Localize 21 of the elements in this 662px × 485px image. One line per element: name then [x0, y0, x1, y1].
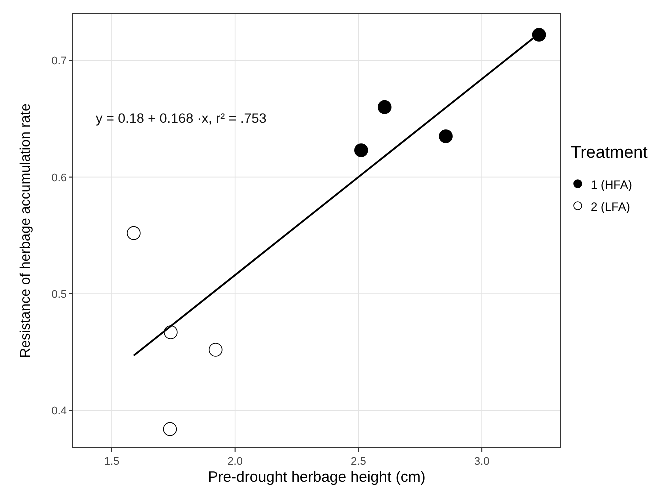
- point: [163, 422, 178, 436]
- y-tick-label: 0.7: [52, 56, 67, 68]
- x-tick-label: 3.0: [474, 456, 490, 468]
- x-tick-label: 2.0: [228, 456, 243, 468]
- x-tick-label: 2.5: [351, 456, 366, 468]
- y-axis-title: Resistance of herbage accumulation rate: [17, 104, 33, 358]
- y-tick-label: 0.4: [52, 406, 67, 418]
- legend-label: 1 (HFA): [591, 178, 632, 192]
- point: [439, 130, 453, 144]
- point: [208, 343, 223, 357]
- y-tick-label: 0.5: [52, 289, 67, 301]
- point: [354, 144, 368, 158]
- point: [532, 28, 546, 42]
- point: [127, 226, 141, 240]
- point: [378, 100, 392, 114]
- x-tick-label: 1.5: [104, 456, 120, 468]
- legend-label: 2 (LFA): [591, 200, 630, 214]
- y-tick-label: 0.6: [52, 172, 67, 184]
- x-axis-title: Pre-drought herbage height (cm): [208, 469, 426, 485]
- legend-title: Treatment: [571, 143, 648, 162]
- annotation: y = 0.18 + 0.168 ·x, r² = .753: [96, 111, 267, 126]
